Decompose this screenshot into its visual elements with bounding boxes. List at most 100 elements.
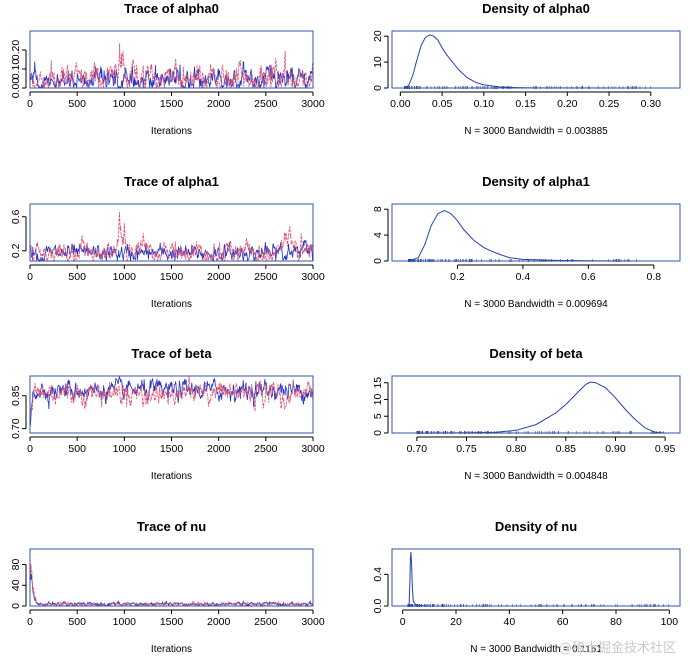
x-axis-label: N = 3000 Bandwidth = 0.009694 [464, 299, 608, 310]
x-tick-label: 0.00 [390, 98, 411, 110]
chart-title: Trace of nu [137, 519, 206, 534]
x-tick-label: 0.30 [641, 98, 662, 110]
x-tick-label: 0 [400, 616, 406, 628]
x-tick-label: 100 [661, 616, 679, 628]
x-tick-label: 2500 [254, 271, 278, 283]
y-tick-label: 0 [372, 85, 384, 91]
y-tick-label: 20 [372, 30, 384, 42]
trace-series-1 [29, 559, 314, 608]
plot-frame [391, 375, 681, 434]
chart-title: Density of alpha0 [482, 1, 590, 16]
x-tick-label: 2500 [254, 443, 278, 455]
trace-series-2 [29, 211, 314, 263]
panel-trace-of-alpha1: Trace of alpha1 0 500 1000 1500 2000 2500 3000 I… [10, 174, 325, 310]
y-tick-label: 0.4 [372, 567, 384, 582]
x-tick-label: 0.20 [557, 98, 578, 110]
x-tick-label: 3000 [301, 616, 325, 628]
panel-density-of-alpha1: Density of alpha1 0.2 0.4 0.6 0.8 N = 3000 Ba… [372, 174, 681, 310]
y-tick-label: 10 [372, 393, 384, 405]
x-tick-label: 0.85 [556, 443, 577, 455]
plot-frame [391, 30, 681, 89]
y-tick-label: 0.85 [10, 385, 22, 406]
x-tick-label: 1000 [113, 271, 137, 283]
x-tick-label: 0.10 [474, 98, 495, 110]
x-tick-label: 3000 [301, 271, 325, 283]
x-tick-label: 1500 [160, 616, 184, 628]
y-tick-label: 0.6 [10, 209, 22, 224]
y-tick-label: 40 [10, 579, 22, 591]
x-tick-label: 500 [68, 271, 86, 283]
y-tick-label: 5 [372, 413, 384, 419]
y-tick-label: 10 [372, 56, 384, 68]
x-tick-label: 0 [27, 98, 33, 110]
x-tick-label: 0.25 [599, 98, 620, 110]
x-tick-label: 2000 [207, 616, 231, 628]
chart-title: Density of nu [495, 519, 577, 534]
x-tick-label: 0 [27, 443, 33, 455]
x-axis-label: Iterations [151, 126, 192, 137]
x-tick-label: 0.6 [581, 271, 596, 283]
chart-title: Trace of beta [131, 346, 212, 361]
x-tick-label: 500 [68, 443, 86, 455]
trace-series-1 [29, 376, 314, 425]
x-axis-label: N = 3000 Bandwidth = 0.004848 [464, 471, 608, 482]
y-tick-label: 0 [372, 430, 384, 436]
x-axis-label: N = 3000 Bandwidth = 0.1161 [470, 644, 602, 655]
x-tick-label: 80 [610, 616, 622, 628]
x-tick-label: 1000 [113, 616, 137, 628]
x-tick-label: 0.05 [432, 98, 453, 110]
chart-title: Density of alpha1 [482, 174, 590, 189]
density-curve [408, 209, 638, 262]
chart-title: Trace of alpha1 [124, 174, 219, 189]
y-tick-label: 0.70 [10, 418, 22, 439]
chart-title: Trace of alpha0 [124, 1, 219, 16]
y-tick-label: 15 [372, 377, 384, 389]
density-curve [404, 34, 651, 89]
x-tick-label: 500 [68, 616, 86, 628]
x-tick-label: 0 [27, 616, 33, 628]
y-tick-label: 0.20 [10, 40, 22, 61]
x-tick-label: 0.90 [605, 443, 626, 455]
panel-trace-of-alpha0: Trace of alpha0 0 500 1000 1500 2000 2500 3000 I… [10, 1, 325, 137]
x-tick-label: 1000 [113, 98, 137, 110]
density-curve [407, 552, 670, 607]
trace-series-2 [29, 375, 314, 419]
y-tick-label: 0 [372, 258, 384, 264]
density-curve [416, 381, 666, 434]
x-tick-label: 0.95 [655, 443, 676, 455]
x-axis-label: Iterations [151, 644, 192, 655]
y-tick-label: 0.0 [372, 599, 384, 614]
trace-series-2 [29, 43, 314, 90]
x-tick-label: 1000 [113, 443, 137, 455]
y-tick-label: 0.10 [10, 59, 22, 80]
x-tick-label: 500 [68, 98, 86, 110]
y-tick-label: 0.2 [10, 243, 22, 258]
y-tick-label: 80 [10, 559, 22, 571]
x-tick-label: 1500 [160, 98, 184, 110]
trace-series-2 [29, 555, 314, 608]
x-axis-label: Iterations [151, 471, 192, 482]
x-tick-label: 0.80 [506, 443, 527, 455]
x-tick-label: 1500 [160, 443, 184, 455]
x-tick-label: 3000 [301, 443, 325, 455]
x-tick-label: 2000 [207, 98, 231, 110]
panel-density-of-alpha0: Density of alpha0 0.00 0.05 0.10 0.15 0.20 0.2… [372, 1, 681, 137]
y-tick-label: 0.00 [10, 78, 22, 99]
y-tick-label: 8 [372, 206, 384, 212]
x-tick-label: 0.15 [515, 98, 536, 110]
plot-frame [29, 548, 314, 607]
x-tick-label: 0.2 [450, 271, 465, 283]
x-tick-label: 2000 [207, 271, 231, 283]
x-tick-label: 40 [503, 616, 515, 628]
x-axis-label: Iterations [151, 299, 192, 310]
plot-frame [391, 203, 681, 262]
y-tick-label: 4 [372, 232, 384, 238]
panel-density-of-nu: Density of nu 0 20 40 60 80 100 N = 3000 Bandwi… [372, 519, 681, 655]
x-tick-label: 0.4 [516, 271, 531, 283]
x-tick-label: 0.70 [407, 443, 428, 455]
watermark: @稀土掘金技术社区 [558, 641, 676, 656]
panel-density-of-beta: Density of beta 0.70 0.75 0.80 0.85 0.90 0.95 N… [372, 346, 681, 482]
plot-frame [29, 203, 314, 262]
x-tick-label: 20 [450, 616, 462, 628]
